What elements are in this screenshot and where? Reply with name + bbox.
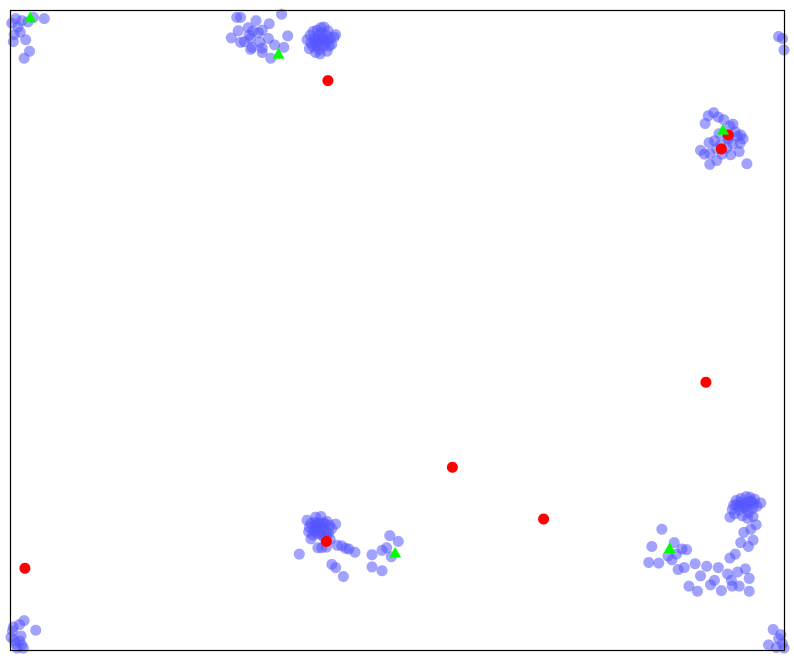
cluster-point: [705, 579, 717, 591]
cluster-point: [18, 52, 30, 64]
cluster-point: [734, 137, 746, 149]
cluster-point: [30, 624, 42, 636]
cluster-point: [715, 585, 727, 597]
cluster-point: [250, 15, 262, 27]
center-point: [700, 376, 712, 388]
cluster-point: [739, 563, 751, 575]
cluster-point: [668, 537, 680, 549]
center-point: [538, 513, 550, 525]
cluster-point: [312, 542, 324, 554]
cluster-point: [741, 158, 753, 170]
cluster-point: [712, 562, 724, 574]
cluster-point: [7, 621, 19, 633]
cluster-point: [256, 24, 268, 36]
cluster-point: [704, 158, 716, 170]
cluster-point: [773, 31, 785, 43]
cluster-point: [254, 36, 266, 48]
plot-frame: [9, 9, 786, 652]
cluster-point: [695, 144, 707, 156]
cluster-point: [666, 554, 678, 566]
cluster-point: [225, 32, 237, 44]
center-point: [322, 75, 334, 87]
cluster-point: [282, 30, 294, 42]
center-point: [320, 535, 332, 547]
cluster-point: [330, 29, 342, 41]
cluster-point: [747, 510, 759, 522]
cluster-point: [265, 52, 277, 64]
cluster-point: [269, 39, 281, 51]
cluster-point: [701, 560, 713, 572]
cluster-point: [691, 585, 703, 597]
cluster-point: [293, 548, 305, 560]
cluster-point: [729, 548, 741, 560]
cluster-point: [326, 38, 338, 50]
cluster-point: [743, 585, 755, 597]
cluster-point: [340, 542, 352, 554]
cluster-point: [232, 25, 244, 37]
cluster-point: [330, 518, 342, 530]
cluster-point: [381, 542, 393, 554]
center-point: [715, 143, 727, 155]
cluster-point: [14, 26, 26, 38]
cluster-point: [672, 563, 684, 575]
cluster-point: [653, 557, 665, 569]
cluster-point: [366, 561, 378, 573]
cluster-point: [38, 13, 50, 25]
cluster-point: [643, 556, 655, 568]
cluster-point: [18, 615, 30, 627]
cluster-point: [746, 495, 758, 507]
cluster-point: [735, 537, 747, 549]
cluster-point: [733, 146, 745, 158]
cluster-point: [695, 570, 707, 582]
triangle-point: [389, 546, 402, 558]
cluster-point: [263, 18, 275, 30]
triangle-point: [24, 11, 37, 23]
cluster-point: [301, 34, 313, 46]
series-2: [24, 11, 729, 558]
cluster-point: [733, 580, 745, 592]
cluster-point: [308, 525, 320, 537]
cluster-point: [330, 562, 342, 574]
cluster-point: [376, 565, 388, 577]
cluster-point: [337, 571, 349, 583]
cluster-point: [727, 118, 739, 130]
cluster-point: [656, 523, 668, 535]
cluster-point: [331, 539, 343, 551]
series-1: [19, 75, 734, 574]
cluster-point: [314, 48, 326, 60]
cluster-point: [683, 580, 695, 592]
cluster-point: [238, 36, 250, 48]
cluster-point: [750, 519, 762, 531]
triangle-point: [272, 47, 285, 59]
cluster-point: [7, 36, 19, 48]
cluster-point: [276, 8, 288, 20]
cluster-point: [247, 25, 259, 37]
cluster-point: [743, 572, 755, 584]
cluster-point: [245, 43, 257, 55]
center-point: [446, 461, 458, 473]
cluster-point: [725, 149, 737, 161]
cluster-point: [767, 624, 779, 636]
cluster-point: [235, 11, 247, 23]
cluster-point: [303, 43, 315, 55]
cluster-point: [16, 639, 28, 651]
cluster-point: [646, 540, 658, 552]
cluster-point: [689, 558, 701, 570]
cluster-point: [349, 546, 361, 558]
triangle-point: [716, 123, 729, 135]
cluster-point: [681, 544, 693, 556]
center-point: [19, 562, 31, 574]
cluster-point: [775, 629, 787, 641]
cluster-point: [703, 137, 715, 149]
cluster-point: [392, 535, 404, 547]
cluster-point: [20, 34, 32, 46]
cluster-point: [384, 530, 396, 542]
cluster-point: [278, 41, 290, 53]
triangle-point: [663, 542, 676, 554]
cluster-point: [366, 549, 378, 561]
